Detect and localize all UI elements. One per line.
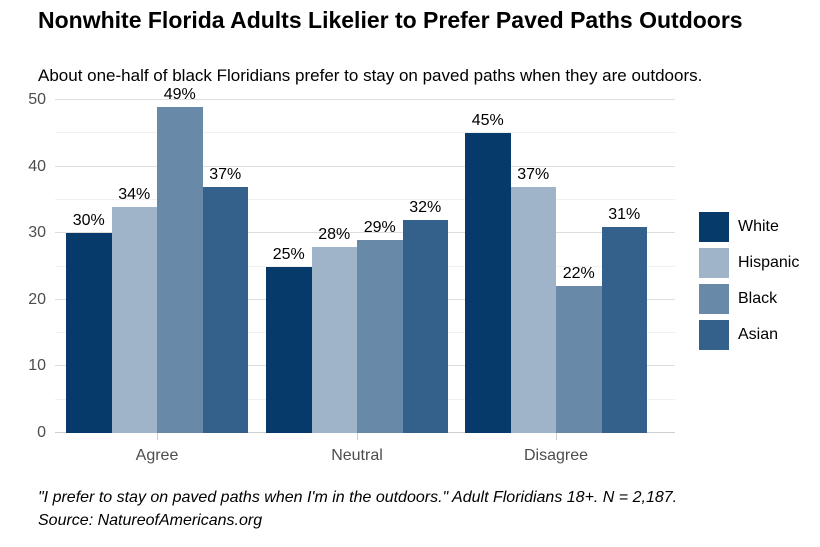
chart-caption: "I prefer to stay on paved paths when I'… (38, 486, 808, 532)
x-axis-category-label: Disagree (523, 447, 589, 464)
legend-swatch (699, 248, 729, 278)
gridline-minor (55, 132, 675, 134)
legend: White Hispanic Black Asian (699, 212, 799, 356)
bar-value-label: 31% (608, 205, 641, 223)
bar-hispanic-neutral (311, 246, 357, 433)
legend-label: Black (738, 290, 778, 307)
y-axis-tick-label: 30 (28, 224, 46, 242)
bar-black-agree (157, 106, 203, 433)
bar-slot: 22% (556, 100, 602, 433)
bar-group-disagree: 45% 37% 22% 31% (465, 100, 647, 433)
chart-title: Nonwhite Florida Adults Likelier to Pref… (38, 7, 743, 33)
legend-item-black: Black (699, 284, 799, 314)
bar-slot: 45% (465, 100, 511, 433)
plot-area: 30% 34% 49% 37% 25% 28% 29% 32% 45% 37% 22% 31% (55, 86, 675, 433)
bar-asian-agree (202, 186, 248, 433)
y-axis-tick-label: 50 (28, 91, 46, 108)
gridline-minor (55, 198, 675, 200)
y-axis: 0 10 20 30 40 50 (0, 91, 46, 441)
bar-black-neutral (357, 239, 403, 433)
bar-slot: 29% (357, 100, 403, 433)
y-axis-tick-label: 10 (28, 357, 46, 375)
chart-subtitle: About one-half of black Floridians prefe… (38, 66, 703, 85)
gridline-major (55, 232, 675, 234)
bar-value-label: 28% (318, 225, 351, 243)
legend-label: Asian (738, 326, 779, 343)
bar-white-agree (66, 233, 112, 433)
bar-asian-neutral (402, 219, 448, 433)
legend-item-white: White (699, 212, 799, 242)
bar-value-label: 49% (163, 85, 196, 103)
bar-value-label: 25% (272, 245, 305, 263)
bar-slot: 25% (266, 100, 312, 433)
bar-value-label: 32% (409, 198, 442, 216)
legend-swatch (699, 320, 729, 350)
legend-item-asian: Asian (699, 320, 799, 350)
legend-label: Hispanic (738, 254, 800, 271)
bar-value-label: 45% (471, 112, 504, 130)
y-axis-tick-label: 0 (37, 424, 46, 441)
y-axis-tick-label: 40 (28, 157, 46, 175)
bar-slot: 49% (157, 86, 203, 433)
bar-slot: 30% (66, 100, 112, 433)
legend-swatch (699, 284, 729, 314)
y-axis-tick-label: 20 (28, 290, 46, 308)
bar-black-disagree (556, 286, 602, 433)
bar-value-label: 34% (118, 185, 151, 203)
bar-value-label: 22% (562, 265, 595, 283)
bar-slot: 37% (510, 100, 556, 433)
gridline-major (55, 99, 675, 100)
bar-value-label: 37% (517, 165, 550, 183)
bar-slot: 31% (601, 100, 647, 433)
x-axis-tick (357, 433, 358, 440)
bar-asian-disagree (601, 226, 647, 433)
bar-group-neutral: 25% 28% 29% 32% (266, 100, 448, 433)
caption-line: "I prefer to stay on paved paths when I'… (38, 489, 678, 506)
legend-item-hispanic: Hispanic (699, 248, 799, 278)
x-axis-category-label: Neutral (331, 447, 383, 464)
x-axis-tick (556, 433, 557, 440)
bar-hispanic-disagree (510, 186, 556, 433)
bar-white-neutral (266, 266, 312, 433)
legend-label: White (738, 218, 779, 235)
x-axis-tick (157, 433, 158, 440)
bar-white-disagree (465, 133, 511, 433)
source-line: Source: NatureofAmericans.org (38, 512, 263, 529)
bar-hispanic-agree (111, 206, 157, 433)
gridline-major (55, 165, 675, 167)
bar-value-label: 29% (363, 218, 396, 236)
bar-slot: 28% (311, 100, 357, 433)
bar-slot: 34% (111, 100, 157, 433)
bar-slot: 32% (402, 100, 448, 433)
bar-value-label: 37% (209, 165, 242, 183)
bar-value-label: 30% (72, 212, 105, 230)
legend-swatch (699, 212, 729, 242)
x-axis-category-label: Agree (135, 447, 179, 464)
bar-slot: 37% (202, 100, 248, 433)
bar-group-agree: 30% 34% 49% 37% (66, 86, 248, 433)
